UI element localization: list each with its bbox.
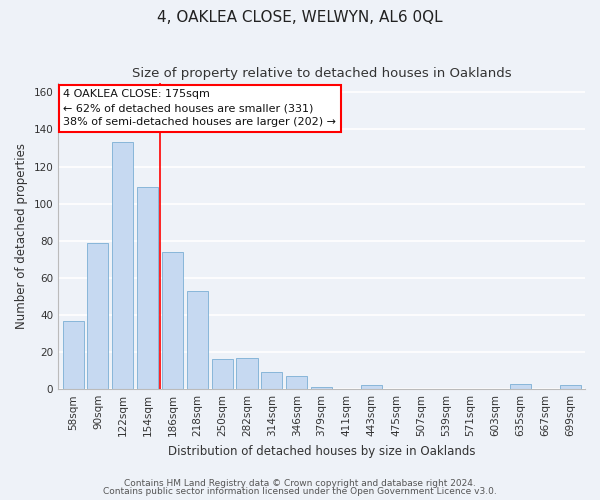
Bar xyxy=(112,142,133,389)
Text: Contains public sector information licensed under the Open Government Licence v3: Contains public sector information licen… xyxy=(103,487,497,496)
Bar xyxy=(236,358,257,389)
Bar xyxy=(286,376,307,389)
Bar xyxy=(212,360,233,389)
Y-axis label: Number of detached properties: Number of detached properties xyxy=(15,143,28,329)
Text: 4, OAKLEA CLOSE, WELWYN, AL6 0QL: 4, OAKLEA CLOSE, WELWYN, AL6 0QL xyxy=(157,10,443,25)
X-axis label: Distribution of detached houses by size in Oaklands: Distribution of detached houses by size … xyxy=(168,444,475,458)
Text: 4 OAKLEA CLOSE: 175sqm
← 62% of detached houses are smaller (331)
38% of semi-de: 4 OAKLEA CLOSE: 175sqm ← 62% of detached… xyxy=(64,89,337,127)
Bar xyxy=(510,384,531,389)
Bar xyxy=(262,372,283,389)
Bar xyxy=(311,388,332,389)
Bar xyxy=(187,291,208,389)
Bar xyxy=(361,386,382,389)
Text: Contains HM Land Registry data © Crown copyright and database right 2024.: Contains HM Land Registry data © Crown c… xyxy=(124,478,476,488)
Bar xyxy=(88,242,109,389)
Bar xyxy=(162,252,183,389)
Bar xyxy=(62,320,83,389)
Title: Size of property relative to detached houses in Oaklands: Size of property relative to detached ho… xyxy=(132,68,511,80)
Bar xyxy=(560,386,581,389)
Bar xyxy=(137,187,158,389)
